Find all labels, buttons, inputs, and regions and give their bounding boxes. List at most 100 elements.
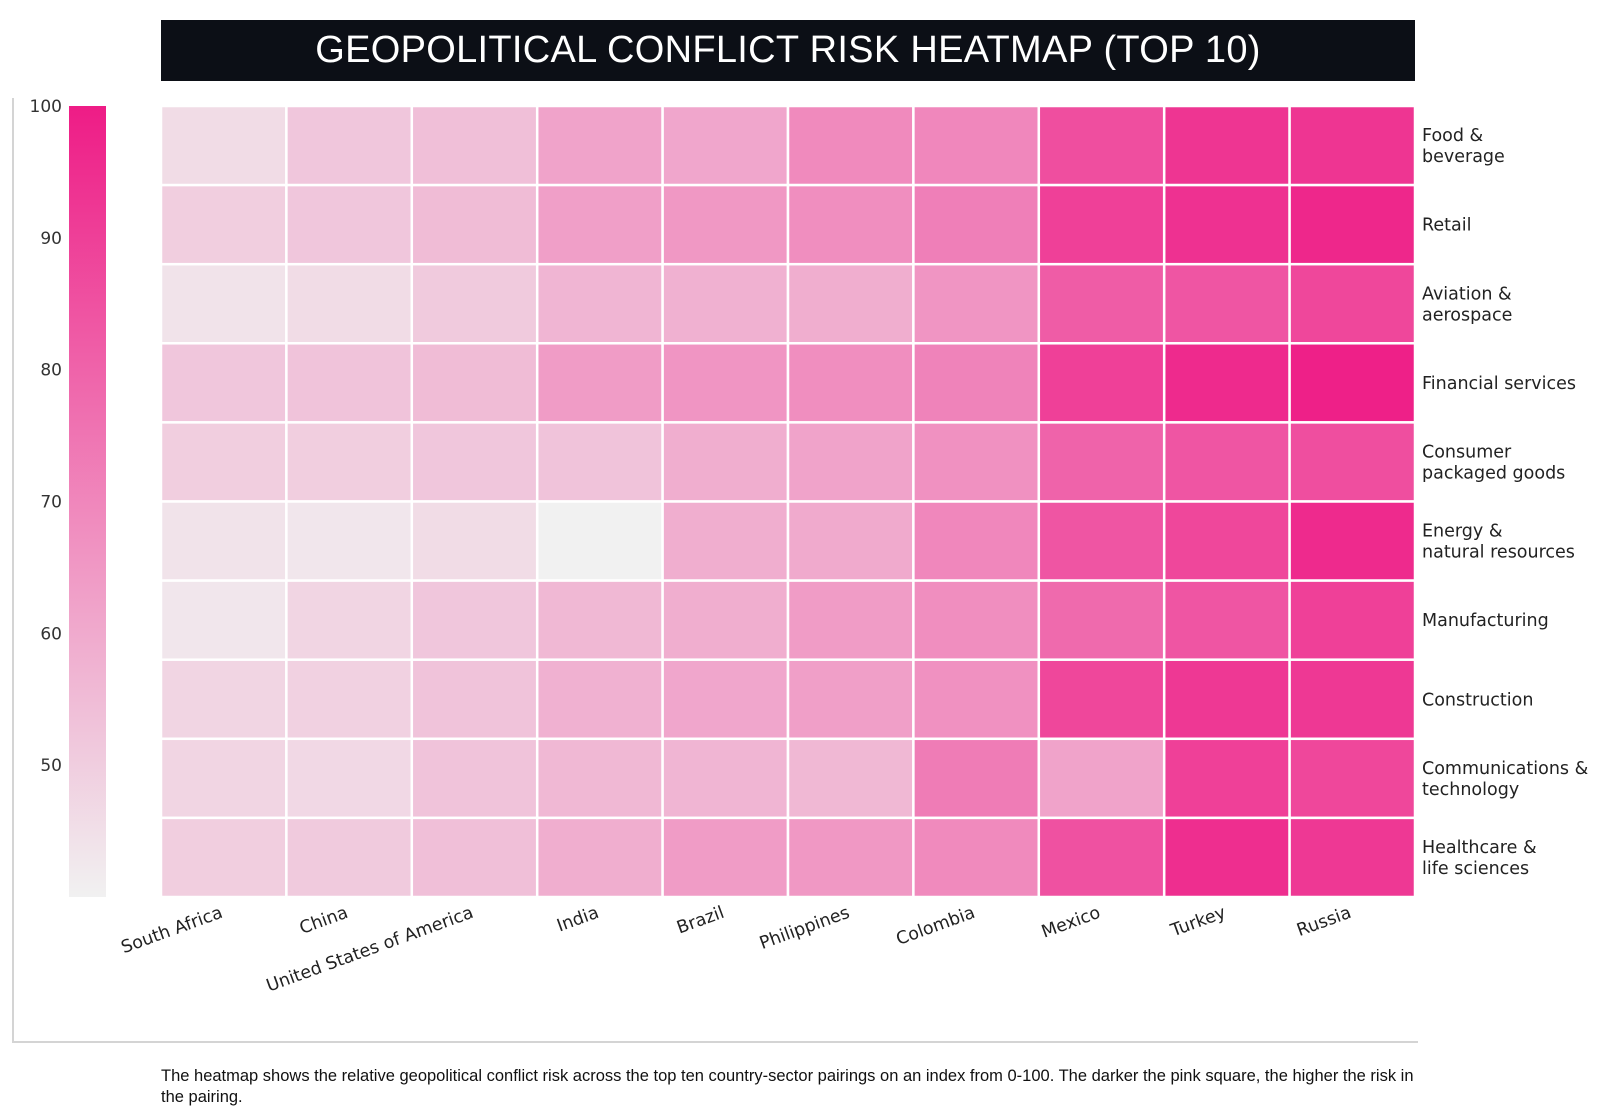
row-label: Retail [1422,216,1471,236]
heatmap-cell [410,262,539,345]
row-label: Financial services [1422,374,1576,394]
heatmap-cell [159,658,288,741]
row-label: Aviation & aerospace [1422,284,1512,325]
heatmap-cell [285,262,414,345]
colorbar-tick-label: 70 [40,493,62,513]
heatmap-cell [1162,658,1291,741]
heatmap-cell [1037,342,1166,424]
heatmap-cell [535,658,664,741]
heatmap-cell [410,658,539,741]
column-label: United States of America [264,903,476,997]
heatmap-cell [661,579,790,661]
heatmap-cell [285,658,414,741]
chart-caption: The heatmap shows the relative geopoliti… [161,1067,1414,1106]
column-label: Brazil [674,903,727,938]
heatmap-cell [535,816,664,899]
row-labels: Food & beverage Retail Aviation & aerospace F… [1422,126,1589,879]
column-label: Mexico [1039,903,1103,943]
heatmap-cell [1037,579,1166,661]
heatmap-cell [285,816,414,899]
heatmap-cell [661,183,790,266]
heatmap-cell [912,500,1041,582]
heatmap-cell [1162,737,1291,820]
heatmap-cell [1288,579,1417,661]
heatmap-cell [661,342,790,424]
chart-title: GEOPOLITICAL CONFLICT RISK HEATMAP (TOP … [161,20,1415,81]
column-label: Philippines [757,903,852,954]
heatmap-cell [1288,500,1417,582]
heatmap-cell [661,737,790,820]
colorbar [69,106,106,897]
heatmap-cell [1288,658,1417,741]
heatmap-cell [1288,342,1417,424]
colorbar-tick-label: 90 [40,229,62,249]
heatmap-cell [1162,579,1291,661]
heatmap-cell [410,421,539,503]
heatmap-cell [159,816,288,899]
column-label: Turkey [1167,903,1228,942]
colorbar-tick-label: 50 [40,756,62,776]
heatmap-cell [661,421,790,503]
heatmap-cell [535,262,664,345]
heatmap-cell [1288,183,1417,266]
heatmap-cell [1162,104,1291,187]
heatmap-cell [661,104,790,187]
heatmap-cell [1162,500,1291,582]
heatmap-cell [285,183,414,266]
row-label: Consumer packaged goods [1422,442,1565,483]
heatmap-cell [661,500,790,582]
heatmap-cell [1037,816,1166,899]
heatmap-cell [786,421,915,503]
row-label: Food & beverage [1422,126,1505,167]
row-label: Construction [1422,690,1533,710]
heatmap-cell [535,737,664,820]
heatmap-cell [912,104,1041,187]
column-label: South Africa [119,903,226,958]
column-label: Colombia [894,903,978,950]
heatmap-cell [410,500,539,582]
heatmap-cells [159,104,1417,899]
heatmap-cell [285,342,414,424]
heatmap-cell [786,500,915,582]
heatmap-cell [912,262,1041,345]
heatmap-cell [661,658,790,741]
heatmap-cell [285,737,414,820]
heatmap-cell [912,421,1041,503]
heatmap-cell [159,421,288,503]
row-label: Energy & natural resources [1422,522,1575,563]
heatmap-cell [285,579,414,661]
heatmap-cell [285,104,414,187]
heatmap-cell [410,737,539,820]
heatmap-cell [912,737,1041,820]
heatmap-cell [1037,421,1166,503]
heatmap-cell [1037,658,1166,741]
column-label: India [554,903,601,936]
heatmap-cell [535,342,664,424]
heatmap-cell [786,104,915,187]
heatmap-cell [535,183,664,266]
heatmap-cell [786,737,915,820]
heatmap-cell [912,183,1041,266]
heatmap-cell [410,342,539,424]
heatmap-cell [535,500,664,582]
heatmap-cell [159,500,288,582]
heatmap-cell [159,342,288,424]
colorbar-tick-label: 100 [30,97,62,117]
heatmap-cell [159,579,288,661]
heatmap-cell [1162,262,1291,345]
heatmap-cell [786,262,915,345]
heatmap-cell [912,816,1041,899]
heatmap-cell [285,500,414,582]
row-label: Communications & technology [1422,759,1589,800]
colorbar-tick-label: 80 [40,361,62,381]
heatmap-cell [661,262,790,345]
colorbar-tick-label: 60 [40,624,62,644]
chart-frame [12,98,1418,1043]
heatmap-cell [159,183,288,266]
heatmap-cell [1288,262,1417,345]
heatmap-cell [410,104,539,187]
heatmap-cell [786,658,915,741]
row-label: Manufacturing [1422,611,1549,631]
row-label: Healthcare & life sciences [1422,838,1537,879]
